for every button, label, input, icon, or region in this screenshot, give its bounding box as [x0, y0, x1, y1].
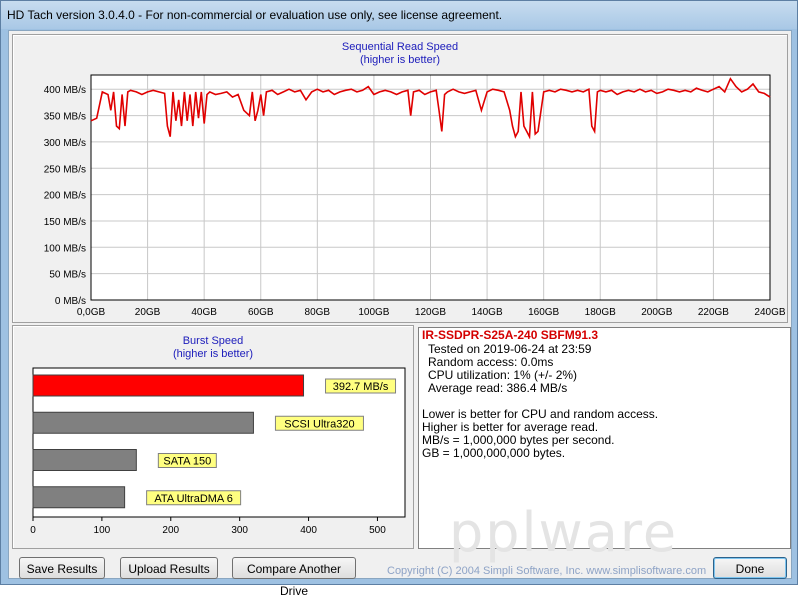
- burst-value-label: SCSI Ultra320: [284, 418, 354, 430]
- burst-bar: [32, 449, 137, 471]
- seq-y-tick-label: 50 MB/s: [49, 270, 86, 281]
- seq-y-tick-label: 200 MB/s: [44, 191, 86, 202]
- sequential-read-chart: 0 MB/s 50 MB/s 100 MB/s 150 MB/s 200 MB/s 250…: [44, 74, 786, 318]
- seq-x-tick-label: 140GB: [472, 307, 503, 318]
- seq-y-tick-label: 300 MB/s: [44, 138, 86, 149]
- burst-x-tick-label: 0: [30, 525, 36, 536]
- seq-x-tick-label: 240GB: [754, 307, 785, 318]
- note-cpu: Lower is better for CPU and random acces…: [422, 407, 659, 421]
- burst-chart-title: Burst Speed (higher is better): [113, 335, 313, 361]
- burst-chart-subtitle: (higher is better): [172, 348, 254, 360]
- seq-y-tick-label: 150 MB/s: [44, 217, 86, 228]
- seq-x-tick-label: 20GB: [135, 307, 161, 318]
- window-title: HD Tach version 3.0.4.0 - For non-commer…: [7, 8, 503, 22]
- burst-value-label-bg: [325, 378, 397, 394]
- seq-y-tick-label: 250 MB/s: [44, 164, 86, 175]
- burst-x-tick-label: 400: [300, 525, 317, 536]
- seq-x-tick-label: 160GB: [528, 307, 559, 318]
- burst-value-label: 392.7 MB/s: [333, 381, 389, 393]
- tested-on: Tested on 2019-06-24 at 23:59: [428, 342, 592, 356]
- seq-y-tick-label: 400 MB/s: [44, 85, 86, 96]
- seq-y-tick-label: 0 MB/s: [55, 296, 86, 307]
- burst-x-tick-label: 300: [231, 525, 248, 536]
- seq-x-tick-label: 220GB: [698, 307, 729, 318]
- upload-results-button[interactable]: Upload Results: [120, 557, 218, 579]
- seq-x-tick-label: 40GB: [191, 307, 217, 318]
- note-average: Higher is better for average read.: [422, 420, 599, 434]
- seq-x-tick-label: 60GB: [248, 307, 274, 318]
- burst-x-tick-label: 200: [162, 525, 179, 536]
- client-area: Sequential Read Speed (higher is better)…: [8, 30, 792, 598]
- burst-value-label-bg: [146, 490, 242, 506]
- copyright-text: Copyright (C) 2004 Simpli Software, Inc.…: [387, 565, 707, 577]
- seq-x-tick-label: 0,0GB: [77, 307, 106, 318]
- seq-x-tick-label: 200GB: [641, 307, 672, 318]
- seq-plot-border: [90, 74, 771, 301]
- seq-x-tick-label: 80GB: [305, 307, 331, 318]
- drive-name: IR-SSDPR-S25A-240 SBFM91.3: [422, 328, 599, 342]
- seq-read-line: [90, 77, 771, 140]
- sequential-read-panel: Sequential Read Speed (higher is better)…: [12, 34, 788, 323]
- burst-value-label: SATA 150: [163, 456, 211, 468]
- title-bar[interactable]: HD Tach version 3.0.4.0 - For non-commer…: [1, 1, 797, 29]
- seq-chart-title: Sequential Read Speed (higher is better): [13, 41, 787, 67]
- burst-value-label: ATA UltraDMA 6: [154, 493, 232, 505]
- burst-chart-title-text: Burst Speed: [182, 335, 244, 347]
- burst-value-label-bg: [157, 453, 217, 468]
- seq-y-tick-label: 100 MB/s: [44, 243, 86, 254]
- burst-value-label-bg: [274, 415, 364, 431]
- note-gb: GB = 1,000,000,000 bytes.: [422, 446, 566, 460]
- burst-speed-chart: 0 100 200 300 400 500 392.7 MB/s SCSI Ultra320 S…: [30, 367, 406, 536]
- seq-x-tick-label: 100GB: [358, 307, 389, 318]
- burst-bar: [32, 486, 126, 509]
- seq-x-tick-label: 180GB: [585, 307, 616, 318]
- seq-chart-subtitle: (higher is better): [359, 54, 441, 66]
- random-access: Random access: 0.0ms: [428, 355, 554, 369]
- burst-bar: [32, 374, 305, 397]
- cpu-utilization: CPU utilization: 1% (+/- 2%): [428, 368, 578, 382]
- seq-x-tick-label: 120GB: [415, 307, 446, 318]
- burst-bar: [32, 411, 254, 434]
- seq-chart-title-text: Sequential Read Speed: [341, 41, 459, 53]
- seq-y-tick-label: 350 MB/s: [44, 112, 86, 123]
- done-button[interactable]: Done: [713, 557, 787, 579]
- average-read: Average read: 386.4 MB/s: [428, 381, 568, 395]
- burst-x-tick-label: 500: [369, 525, 386, 536]
- save-results-button[interactable]: Save Results: [19, 557, 105, 579]
- results-info-panel: IR-SSDPR-S25A-240 SBFM91.3 Tested on 201…: [418, 327, 791, 549]
- burst-x-tick-label: 100: [94, 525, 111, 536]
- burst-speed-panel: Burst Speed (higher is better) 0 100 200 30…: [12, 325, 414, 549]
- watermark-logo: pplware: [449, 501, 679, 564]
- note-mbs: MB/s = 1,000,000 bytes per second.: [422, 433, 615, 447]
- compare-drive-button[interactable]: Compare Another Drive: [232, 557, 356, 598]
